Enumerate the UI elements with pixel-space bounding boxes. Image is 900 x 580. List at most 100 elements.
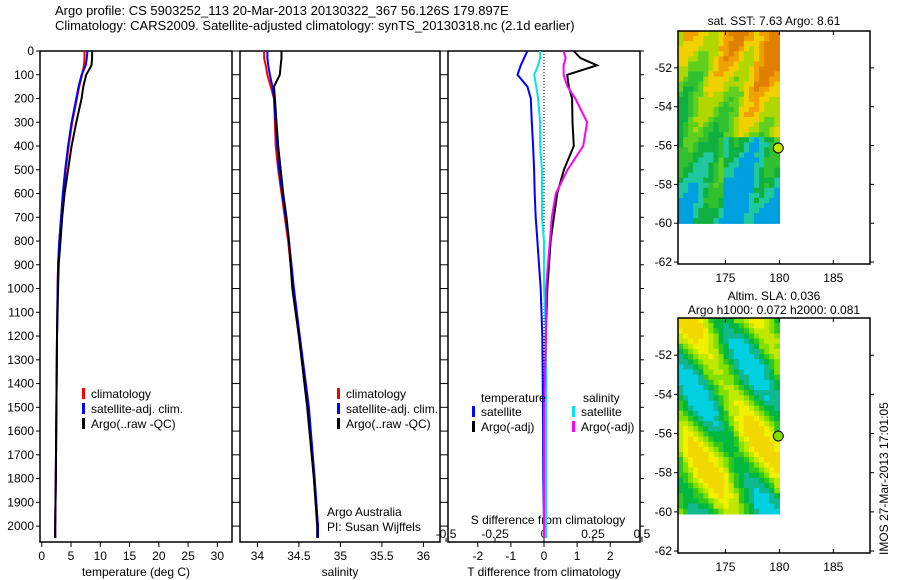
sla-map-cell: [728, 338, 735, 345]
sst-map-ytick-label: -56: [655, 139, 673, 153]
sst-map-cell: [738, 192, 745, 199]
sla-map-cell: [728, 323, 735, 329]
sla-map-cell: [774, 348, 780, 355]
sla-map-cell: [683, 405, 689, 412]
sla-map-cell: [749, 488, 755, 494]
sla-map-cell: [738, 498, 745, 505]
sst-map-cell: [749, 182, 755, 189]
sst-map-cell: [718, 203, 725, 209]
sst-map-cell: [703, 162, 709, 169]
sla-map-cell: [764, 338, 770, 345]
sst-map-cell: [764, 218, 770, 224]
sst-map-cell: [708, 203, 715, 209]
sst-map-cell: [754, 91, 760, 98]
sst-map-cell: [749, 132, 755, 138]
sla-map-cell: [708, 457, 715, 463]
sla-map-cell: [733, 477, 740, 484]
sst-map-cell: [723, 86, 730, 93]
sst-map-cell: [678, 182, 684, 189]
sla-map-cell: [738, 338, 745, 345]
sst-map-cell: [708, 177, 715, 184]
temperature-ytick-label: 500: [14, 163, 34, 177]
sla-map-cell: [749, 410, 755, 417]
sla-map-cell: [688, 385, 694, 391]
sst-map-cell: [733, 213, 740, 219]
sla-map-cell: [743, 446, 750, 453]
sla-map-cell: [718, 441, 725, 448]
sla-map-cell: [749, 482, 755, 489]
sla-map-ytick-label: -52: [655, 348, 673, 362]
sst-map-cell: [703, 167, 709, 174]
sst-map-cell: [703, 117, 709, 123]
sst-map-cell: [703, 132, 709, 138]
sla-map-cell: [723, 472, 730, 479]
sla-map-cell: [688, 369, 694, 376]
sst-map-cell: [718, 152, 725, 159]
sla-map-cell: [754, 323, 760, 329]
sst-map-cell: [769, 111, 775, 118]
sst-map-cell: [759, 127, 765, 133]
sla-map-cell: [723, 452, 730, 458]
temperature-ytick-label: 600: [14, 187, 34, 201]
sla-map-cell: [754, 493, 760, 499]
sla-map-ytick-label: -58: [655, 466, 673, 480]
sst-map-cell: [764, 106, 770, 113]
sst-map-cell: [708, 117, 715, 123]
sla-map-cell: [698, 354, 704, 360]
sst-map-cell: [764, 122, 770, 128]
sst-map-cell: [708, 61, 715, 68]
sst-map-cell: [774, 36, 780, 42]
sla-map-cell: [738, 431, 745, 438]
sla-map-cell: [774, 343, 780, 350]
sla-map-cell: [774, 364, 780, 371]
sla-map-cell: [774, 467, 780, 474]
sst-map-cell: [769, 208, 775, 214]
sst-map-cell: [723, 132, 730, 138]
sst-map-cell: [688, 31, 694, 37]
sst-map-cell: [764, 213, 770, 219]
sst-map-cell: [738, 132, 745, 138]
sst-map-cell: [743, 162, 750, 169]
sla-map-cell: [749, 462, 755, 469]
sst-map-cell: [743, 41, 750, 47]
sla-map-cell: [688, 395, 694, 402]
sla-map-cell: [754, 343, 760, 350]
sst-map-cell: [749, 218, 755, 224]
sla-map-cell: [713, 482, 720, 489]
sst-map-cell: [708, 142, 715, 148]
sla-map-cell: [693, 354, 699, 360]
sst-map-cell: [678, 117, 684, 123]
sla-map-cell: [759, 390, 765, 396]
sst-map-cell: [754, 192, 760, 199]
sst-map-cell: [749, 122, 755, 128]
sla-map-cell: [703, 410, 709, 417]
sst-map-cell: [743, 172, 750, 179]
sst-map-cell: [738, 142, 745, 148]
sst-map-cell: [703, 127, 709, 133]
sla-map-cell: [764, 431, 770, 438]
sla-map-cell: [703, 369, 709, 376]
difference-xlabel: T difference from climatology: [467, 565, 621, 579]
sla-map-cell: [723, 462, 730, 469]
sst-map-cell: [754, 96, 760, 103]
sst-map-cell: [764, 61, 770, 68]
sla-map-cell: [749, 426, 755, 432]
sla-map-cell: [774, 374, 780, 381]
sst-map-cell: [728, 152, 735, 159]
sla-map-cell: [728, 426, 735, 432]
sla-map-cell: [678, 477, 684, 484]
sla-map-cell: [764, 493, 770, 499]
sla-map-cell: [774, 493, 780, 499]
sla-map-cell: [754, 328, 760, 335]
sst-map-cell: [698, 182, 704, 189]
diff-legend-swatch: [472, 406, 475, 417]
sla-map-cell: [708, 328, 715, 335]
sst-map-cell: [749, 147, 755, 153]
sst-map-cell: [759, 182, 765, 189]
sla-map-cell: [703, 493, 709, 499]
sst-map-cell: [743, 106, 750, 113]
sst-map-cell: [759, 122, 765, 128]
sst-map-cell: [733, 172, 740, 179]
sla-map-cell: [698, 498, 704, 505]
sst-map-cell: [683, 96, 689, 103]
